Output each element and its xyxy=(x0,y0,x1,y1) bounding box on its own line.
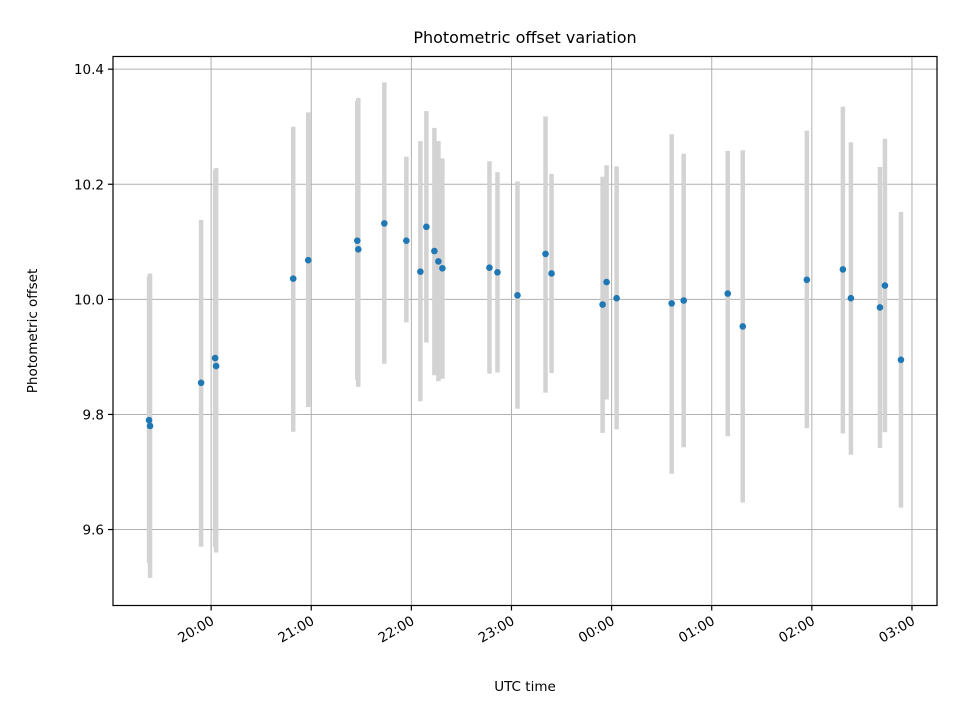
y-tick-label: 9.6 xyxy=(83,523,104,539)
data-point xyxy=(897,356,905,364)
data-point xyxy=(403,237,410,244)
data-point xyxy=(435,258,442,265)
data-points xyxy=(145,220,905,430)
data-point xyxy=(494,269,501,276)
plot-frame xyxy=(112,55,938,607)
data-point xyxy=(803,276,811,284)
data-point xyxy=(839,266,847,273)
data-point xyxy=(439,264,446,272)
data-point xyxy=(668,300,675,307)
data-point xyxy=(417,268,424,276)
data-point xyxy=(146,422,154,430)
data-point xyxy=(353,237,361,244)
y-tick-label: 10.2 xyxy=(74,177,104,193)
data-point xyxy=(599,301,606,308)
data-point xyxy=(197,379,205,387)
data-point xyxy=(680,297,687,304)
data-point xyxy=(212,362,220,370)
data-point xyxy=(423,223,430,231)
y-tick-label: 9.8 xyxy=(83,407,104,423)
data-point xyxy=(603,278,610,286)
data-point xyxy=(876,304,884,311)
data-point xyxy=(881,282,889,289)
y-tick-label: 10.0 xyxy=(74,292,104,308)
data-point xyxy=(486,264,493,271)
y-axis-label: Photometric offset xyxy=(25,269,41,393)
gridlines xyxy=(113,56,937,606)
data-point xyxy=(847,294,855,302)
data-point xyxy=(724,290,732,297)
data-point xyxy=(354,245,362,253)
data-point xyxy=(548,270,555,277)
data-point xyxy=(381,220,388,227)
data-point xyxy=(304,256,312,264)
data-point xyxy=(739,323,747,330)
data-point xyxy=(542,250,549,258)
x-axis-label: UTC time xyxy=(494,679,556,695)
data-point xyxy=(431,247,438,255)
data-point xyxy=(613,294,620,302)
y-tick-label: 10.4 xyxy=(74,62,104,78)
chart-title: Photometric offset variation xyxy=(413,28,636,47)
data-point xyxy=(145,416,153,424)
data-point xyxy=(211,354,219,362)
data-point xyxy=(514,292,521,299)
data-point xyxy=(289,275,297,282)
